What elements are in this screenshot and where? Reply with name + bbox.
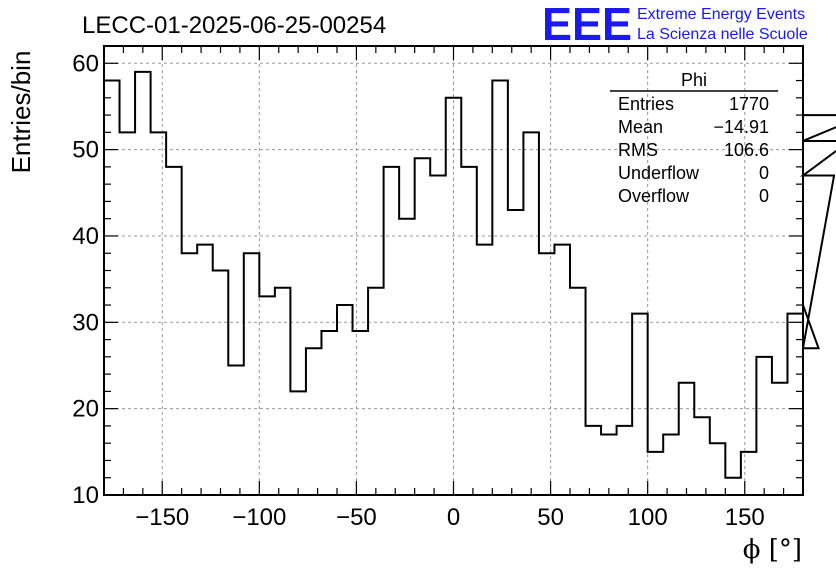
histogram-bin xyxy=(321,331,337,495)
histogram-bin xyxy=(492,81,508,495)
histogram-bin xyxy=(523,132,539,495)
histogram-bin xyxy=(244,253,260,495)
histogram-bin xyxy=(772,383,788,495)
histogram-bin xyxy=(756,357,772,495)
histogram-bin xyxy=(213,271,229,496)
histogram-bin xyxy=(539,253,555,495)
org-name-line2: La Scienza nelle Scuole xyxy=(637,26,808,43)
histogram-bin xyxy=(725,478,741,495)
histogram-bin xyxy=(399,219,415,495)
histogram-bin xyxy=(648,452,664,495)
stats-entries-value: 1770 xyxy=(729,94,769,114)
histogram-bin xyxy=(337,305,353,495)
histogram-bin xyxy=(586,426,602,495)
histogram-bin xyxy=(787,314,803,495)
chart-title: LECC-01-2025-06-25-00254 xyxy=(82,12,386,39)
org-name-line1: Extreme Energy Events xyxy=(637,6,805,23)
stats-rms-label: RMS xyxy=(618,140,658,160)
stats-rms-value: 106.6 xyxy=(724,140,769,160)
stats-title: Phi xyxy=(681,70,707,90)
histogram-bin xyxy=(120,132,136,495)
histogram-bin xyxy=(290,391,306,495)
histogram-bin xyxy=(710,443,726,495)
axis-ticks xyxy=(104,45,803,496)
histogram-bin xyxy=(306,348,322,495)
histogram-bin xyxy=(197,245,213,495)
y-tick-label: 40 xyxy=(72,223,99,250)
histogram-bin xyxy=(228,365,244,495)
stats-underflow-label: Underflow xyxy=(618,163,700,183)
histogram-bin xyxy=(477,245,493,495)
histogram-bin xyxy=(259,296,275,495)
histogram-bin xyxy=(446,98,462,495)
histogram-bin xyxy=(135,72,151,495)
histogram-bin xyxy=(353,331,369,495)
stats-mean-label: Mean xyxy=(618,117,663,137)
x-axis-label: ϕ [°] xyxy=(743,535,802,565)
histogram-bin xyxy=(104,81,120,495)
histogram-bin xyxy=(166,167,182,495)
stats-overflow-value: 0 xyxy=(759,186,769,206)
stats-box: Phi Entries 1770 Mean −14.91 RMS 106.6 U… xyxy=(610,70,778,206)
histogram-bin xyxy=(554,245,570,495)
x-tick-label: −150 xyxy=(135,504,189,531)
histogram-bin xyxy=(694,417,710,495)
histogram-bin xyxy=(508,210,524,495)
stats-overflow-label: Overflow xyxy=(618,186,690,206)
x-tick-label: −50 xyxy=(336,504,377,531)
histogram-bin xyxy=(151,132,167,495)
histogram-line xyxy=(104,70,836,479)
x-tick-label: 50 xyxy=(537,504,564,531)
eee-logo: EEE xyxy=(542,0,632,50)
histogram-bin xyxy=(430,176,446,495)
histogram-bin xyxy=(384,167,400,495)
histogram-bin xyxy=(601,435,617,495)
histogram-bin xyxy=(570,288,586,495)
y-tick-label: 50 xyxy=(72,137,99,164)
histogram-bin xyxy=(461,167,477,495)
histogram-bin xyxy=(741,452,757,495)
histogram-bin xyxy=(632,314,648,495)
x-tick-label: 150 xyxy=(725,504,765,531)
histogram-bin xyxy=(368,288,384,495)
histogram-bin xyxy=(182,253,198,495)
stats-underflow-value: 0 xyxy=(759,163,769,183)
x-tick-label: −100 xyxy=(232,504,286,531)
stats-entries-label: Entries xyxy=(618,94,674,114)
y-tick-label: 20 xyxy=(72,396,99,423)
x-tick-label: 0 xyxy=(447,504,460,531)
histogram-bin xyxy=(663,435,679,495)
histogram-bin xyxy=(617,426,633,495)
y-tick-label: 60 xyxy=(72,50,99,77)
histogram-bin xyxy=(415,158,431,495)
x-tick-label: 100 xyxy=(628,504,668,531)
y-tick-label: 10 xyxy=(72,482,99,509)
stats-mean-value: −14.91 xyxy=(713,117,769,137)
histogram-bin xyxy=(679,383,695,495)
y-axis-label: Entries/bin xyxy=(6,51,36,174)
axis-tick-labels: −150 −100 −50 0 50 100 150 10 20 30 40 50 60 xyxy=(72,50,764,531)
y-tick-label: 30 xyxy=(72,309,99,336)
histogram-bin xyxy=(275,288,291,495)
